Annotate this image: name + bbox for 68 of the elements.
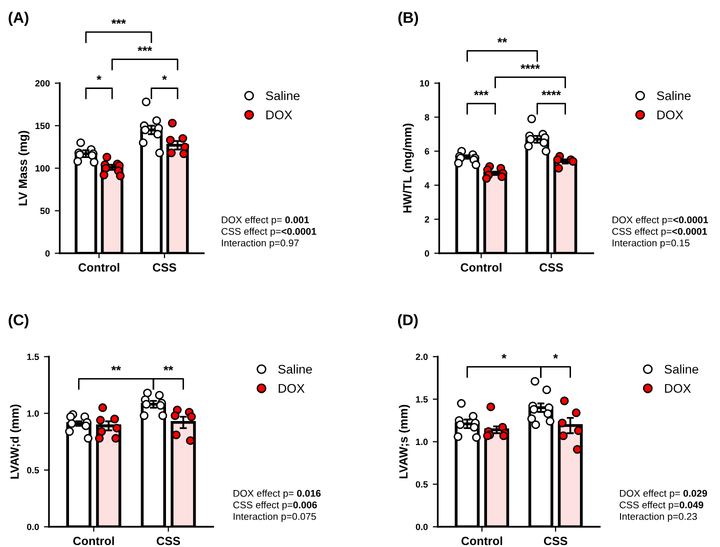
y-axis-title: LVAW;d (mm) xyxy=(10,404,22,479)
text: DOX effect p= 0.001 xyxy=(222,216,309,226)
text: * xyxy=(96,75,102,80)
y-tick-label: 50 xyxy=(40,208,50,214)
text: ** xyxy=(497,38,508,43)
y-axis-title: HW/TL (mg/mm) xyxy=(402,124,414,213)
y-tick-label: 1.5 xyxy=(27,354,39,360)
text: DOX effect p= 0.016 xyxy=(234,490,321,499)
y-tick-label: 100 xyxy=(36,165,50,172)
text: CSS effect p=0.049 xyxy=(620,501,704,510)
y-tick-label: 150 xyxy=(36,122,50,130)
y-tick-label: 2.0 xyxy=(416,354,428,360)
y-tick-label: 1.0 xyxy=(416,438,428,446)
y-axis-title: LV Mass (mg) xyxy=(18,130,30,206)
y-tick-label: 4 xyxy=(424,182,430,188)
annotation: *** xyxy=(474,90,489,96)
y-tick-label: 0.0 xyxy=(416,524,428,530)
x-tick-label: CSS xyxy=(544,536,568,546)
legend-label: Saline xyxy=(656,90,691,100)
chart-title: (B) xyxy=(398,12,418,26)
text: CSS effect p=0.006 xyxy=(233,501,317,510)
y-tick-label: 200 xyxy=(35,80,50,87)
x-tick-label: CSS xyxy=(540,263,563,272)
text: *** xyxy=(138,46,152,52)
y-tick-label: 1.0 xyxy=(27,410,39,417)
text: * xyxy=(162,75,167,80)
y-tick-label: 2 xyxy=(424,216,430,223)
text: *** xyxy=(111,19,126,24)
annotation: ** xyxy=(111,366,121,371)
text: Interaction p=0.15 xyxy=(612,239,690,248)
y-tick-label: 8 xyxy=(424,114,430,121)
legend-label: DOX xyxy=(266,110,292,120)
y-tick-label: 0 xyxy=(45,250,50,257)
text: DOX effect p= 0.029 xyxy=(620,490,708,499)
y-tick-label: 0.0 xyxy=(27,524,39,530)
annotation: * xyxy=(502,354,506,359)
text: **** xyxy=(520,64,540,69)
y-tick-label: 6 xyxy=(424,148,430,155)
y-tick-label: 1.5 xyxy=(416,396,428,403)
legend-label: DOX xyxy=(278,384,305,393)
chart-title: (A) xyxy=(8,12,28,26)
legend-label: Saline xyxy=(278,364,312,374)
text: Interaction p=0.97 xyxy=(222,239,299,248)
legend-label: DOX xyxy=(665,384,691,393)
y-tick-label: 10 xyxy=(420,80,430,87)
x-tick-label: Control xyxy=(460,262,502,272)
text: Interaction p=0.075 xyxy=(234,512,316,522)
legend-label: DOX xyxy=(657,110,684,120)
text: Interaction p=0.23 xyxy=(620,512,697,522)
text: CSS effect p=<0.0001 xyxy=(612,228,707,237)
x-tick-label: Control xyxy=(461,536,502,546)
x-tick-label: Control xyxy=(73,536,114,546)
x-tick-label: Control xyxy=(78,262,120,272)
chart-title: (D) xyxy=(398,314,418,328)
y-tick-label: 0.5 xyxy=(416,481,428,488)
legend-label: Saline xyxy=(266,90,300,100)
text: DOX effect p=<0.0001 xyxy=(612,216,708,226)
annotation: **** xyxy=(542,90,561,96)
x-tick-label: CSS xyxy=(152,263,176,272)
annotation: * xyxy=(553,354,558,359)
y-axis-title: LVAW;s (mm) xyxy=(398,404,410,478)
y-tick-label: 0.5 xyxy=(27,467,39,474)
text: CSS effect p=<0.0001 xyxy=(222,228,316,237)
x-tick-label: CSS xyxy=(156,536,180,546)
legend-label: Saline xyxy=(664,364,698,374)
chart-title: (C) xyxy=(8,314,28,328)
annotation: ** xyxy=(164,366,174,371)
y-tick-label: 0 xyxy=(424,250,430,257)
